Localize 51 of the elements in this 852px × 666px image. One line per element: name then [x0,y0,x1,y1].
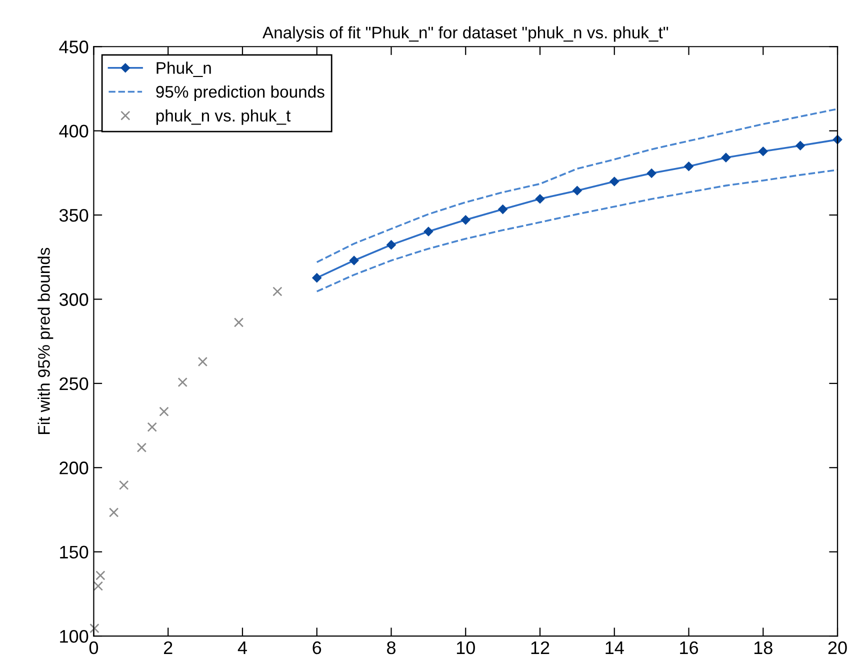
legend-label: phuk_n vs. phuk_t [156,109,291,125]
y-tick-label: 350 [59,208,88,222]
legend-label: 95% prediction bounds [156,85,324,102]
point [460,215,470,225]
x-tick-label: 0 [89,641,98,654]
x-tick-label: 4 [238,642,247,654]
y-tick-label: 250 [60,377,88,390]
point [198,356,208,367]
point [272,286,282,296]
y-tick-label: 150 [60,546,88,559]
point [118,480,129,490]
point [178,377,188,388]
x-tick-label: 8 [387,641,396,654]
y-tick-label: 300 [59,293,88,306]
x-tick-label: 14 [606,642,624,654]
point [758,146,768,156]
x-tick-label: 20 [828,641,847,654]
point [312,273,322,282]
y-tick-label: 200 [60,462,88,474]
point [386,240,396,250]
point [498,204,508,214]
x-tick-label: 10 [456,641,475,654]
point [93,581,104,591]
y-axis-title: Fit with 95% pred bounds [38,248,54,434]
y-tick-label: 100 [60,630,88,643]
point [796,141,805,150]
line-series [316,108,838,264]
point [349,256,359,266]
point [159,406,169,416]
point [424,226,434,236]
point [721,152,731,162]
x-tick-label: 18 [754,641,772,654]
point [610,176,619,186]
point [108,508,119,518]
point [147,422,157,432]
point [646,168,656,178]
chart-title: Analysis of fit "Phuk_n" for dataset "phuk_n vs. phuk_t" [262,26,668,42]
y-tick-label: 400 [59,124,88,138]
point [535,194,545,204]
x-tick-label: 6 [312,641,322,654]
point [684,162,694,171]
point [90,623,100,634]
point [572,186,582,196]
x-tick-label: 2 [164,641,172,654]
point [96,570,106,580]
x-tick-label: 16 [680,641,698,654]
x-tick-label: 12 [531,641,550,654]
y-tick-label: 450 [59,40,88,54]
point [136,442,147,452]
point [234,318,244,328]
legend-label: Phuk_n [156,62,211,78]
